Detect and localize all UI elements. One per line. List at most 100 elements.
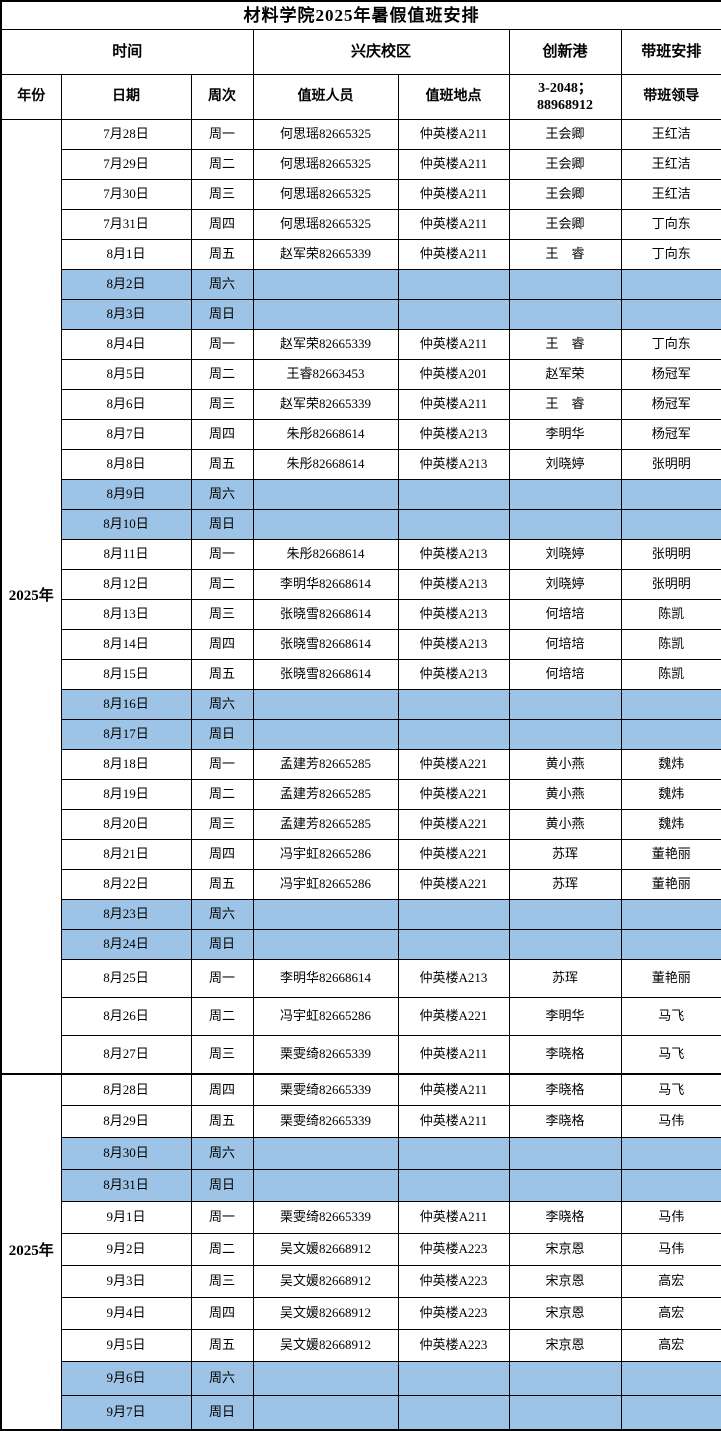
cell-duty-leader: 董艳丽 bbox=[620, 839, 721, 870]
cell-date: 8月2日 bbox=[60, 269, 192, 300]
cell-duty-leader bbox=[620, 929, 721, 960]
cell-week: 周日 bbox=[190, 1395, 254, 1430]
cell-innovation-port: 黄小燕 bbox=[508, 749, 622, 780]
schedule-row: 8月24日 周日 bbox=[1, 929, 721, 960]
cell-duty-person: 张晓雪82668614 bbox=[252, 659, 399, 690]
schedule-row: 8月13日 周三 张晓雪82668614 仲英楼A213 何培培 陈凯 bbox=[1, 599, 721, 630]
schedule-row: 8月8日 周五 朱彤82668614 仲英楼A213 刘晓婷 张明明 bbox=[1, 449, 721, 480]
cell-duty-person: 栗雯绮82665339 bbox=[252, 1072, 399, 1106]
cell-duty-person: 赵军荣82665339 bbox=[252, 329, 399, 360]
cell-date: 8月14日 bbox=[60, 629, 192, 660]
cell-duty-person bbox=[252, 479, 399, 510]
group-header-time: 时间 bbox=[0, 29, 254, 75]
cell-date: 9月5日 bbox=[60, 1329, 192, 1362]
cell-week: 周二 bbox=[190, 359, 254, 390]
cell-date: 8月29日 bbox=[60, 1105, 192, 1138]
cell-innovation-port: 李明华 bbox=[508, 997, 622, 1036]
cell-innovation-port: 何培培 bbox=[508, 629, 622, 660]
schedule-row: 9月5日 周五 吴文媛82668912 仲英楼A223 宋京恩 高宏 bbox=[1, 1329, 721, 1362]
cell-duty-leader: 张明明 bbox=[620, 449, 721, 480]
schedule-row: 8月21日 周四 冯宇虹82665286 仲英楼A221 苏珲 董艳丽 bbox=[1, 839, 721, 870]
cell-duty-location: 仲英楼A211 bbox=[397, 1105, 510, 1138]
cell-duty-person: 孟建芳82665285 bbox=[252, 749, 399, 780]
schedule-section-july-august: 2025年 7月28日 周一 何思瑶82665325 仲英楼A211 王会卿 王红洁 7月29… bbox=[0, 119, 721, 1074]
cell-duty-leader: 张明明 bbox=[620, 539, 721, 570]
cell-date: 8月6日 bbox=[60, 389, 192, 420]
table-header: 材料学院2025年暑假值班安排 时间 兴庆校区 创新港 带班安排 年份 日期 周… bbox=[0, 0, 721, 120]
cell-duty-person: 吴文媛82668912 bbox=[252, 1329, 399, 1362]
cell-date: 7月28日 bbox=[60, 119, 192, 150]
cell-week: 周一 bbox=[190, 749, 254, 780]
cell-week: 周日 bbox=[190, 299, 254, 330]
cell-duty-leader: 高宏 bbox=[620, 1329, 721, 1362]
cell-duty-leader: 杨冠军 bbox=[620, 359, 721, 390]
cell-week: 周三 bbox=[190, 1035, 254, 1074]
schedule-row: 2025年 7月28日 周一 何思瑶82665325 仲英楼A211 王会卿 王红洁 bbox=[0, 119, 721, 1074]
cell-week: 周日 bbox=[190, 1169, 254, 1202]
cell-innovation-port bbox=[508, 929, 622, 960]
cell-date: 8月18日 bbox=[60, 749, 192, 780]
cell-duty-leader: 马伟 bbox=[620, 1233, 721, 1266]
cell-duty-person bbox=[252, 299, 399, 330]
cell-week: 周四 bbox=[190, 1072, 254, 1106]
schedule-row: 8月31日 周日 bbox=[1, 1169, 721, 1202]
cell-date: 9月7日 bbox=[60, 1395, 192, 1430]
cell-week: 周二 bbox=[190, 779, 254, 810]
year-cell: 2025年 bbox=[0, 1072, 62, 1430]
cell-innovation-port bbox=[508, 299, 622, 330]
cell-duty-location bbox=[397, 479, 510, 510]
cell-duty-location: 仲英楼A223 bbox=[397, 1297, 510, 1330]
cell-duty-leader: 王红洁 bbox=[620, 119, 721, 150]
schedule-row: 7月31日 周四 何思瑶82665325 仲英楼A211 王会卿 丁向东 bbox=[1, 209, 721, 240]
cell-week: 周一 bbox=[190, 1201, 254, 1234]
cell-duty-person bbox=[252, 1395, 399, 1430]
cell-duty-location: 仲英楼A213 bbox=[397, 599, 510, 630]
cell-week: 周四 bbox=[190, 209, 254, 240]
cell-duty-leader: 高宏 bbox=[620, 1265, 721, 1298]
cell-date: 9月2日 bbox=[60, 1233, 192, 1266]
cell-duty-location: 仲英楼A213 bbox=[397, 419, 510, 450]
cell-duty-location bbox=[397, 899, 510, 930]
cell-innovation-port bbox=[508, 899, 622, 930]
cell-week: 周六 bbox=[190, 479, 254, 510]
cell-duty-person: 王睿82663453 bbox=[252, 359, 399, 390]
schedule-row: 8月27日 周三 栗雯绮82665339 仲英楼A211 李晓格 马飞 bbox=[1, 1035, 721, 1074]
cell-duty-location: 仲英楼A211 bbox=[397, 1035, 510, 1074]
cell-duty-location: 仲英楼A223 bbox=[397, 1329, 510, 1362]
cell-duty-person: 孟建芳82665285 bbox=[252, 779, 399, 810]
cell-week: 周二 bbox=[190, 569, 254, 600]
cell-innovation-port: 李晓格 bbox=[508, 1072, 622, 1106]
cell-duty-location: 仲英楼A213 bbox=[397, 659, 510, 690]
cell-week: 周三 bbox=[190, 599, 254, 630]
cell-innovation-port: 王会卿 bbox=[508, 149, 622, 180]
cell-innovation-port: 赵军荣 bbox=[508, 359, 622, 390]
cell-week: 周四 bbox=[190, 629, 254, 660]
cell-duty-location bbox=[397, 929, 510, 960]
schedule-row: 8月4日 周一 赵军荣82665339 仲英楼A211 王 睿丁向东 bbox=[1, 329, 721, 360]
cell-duty-location bbox=[397, 1361, 510, 1396]
cell-duty-leader: 马飞 bbox=[620, 1035, 721, 1074]
cell-date: 8月11日 bbox=[60, 539, 192, 570]
cell-date: 8月13日 bbox=[60, 599, 192, 630]
cell-week: 周三 bbox=[190, 1265, 254, 1298]
cell-duty-leader: 董艳丽 bbox=[620, 959, 721, 998]
schedule-row: 7月29日 周二 何思瑶82665325 仲英楼A211 王会卿 王红洁 bbox=[1, 149, 721, 180]
cell-duty-person: 吴文媛82668912 bbox=[252, 1297, 399, 1330]
cell-duty-location: 仲英楼A211 bbox=[397, 239, 510, 270]
cell-duty-leader: 杨冠军 bbox=[620, 419, 721, 450]
cell-duty-person: 朱彤82668614 bbox=[252, 419, 399, 450]
cell-duty-leader bbox=[620, 1169, 721, 1202]
cell-week: 周一 bbox=[190, 959, 254, 998]
cell-date: 8月10日 bbox=[60, 509, 192, 540]
group-header-lead-arrangement: 带班安排 bbox=[620, 29, 721, 75]
cell-duty-person: 何思瑶82665325 bbox=[252, 209, 399, 240]
cell-duty-location bbox=[397, 719, 510, 750]
cell-innovation-port: 刘晓婷 bbox=[508, 539, 622, 570]
schedule-row: 9月2日 周二 吴文媛82668912 仲英楼A223 宋京恩 马伟 bbox=[1, 1233, 721, 1266]
cell-innovation-port: 苏珲 bbox=[508, 959, 622, 998]
schedule-row: 8月23日 周六 bbox=[1, 899, 721, 930]
cell-duty-person bbox=[252, 269, 399, 300]
cell-innovation-port bbox=[508, 1169, 622, 1202]
cell-duty-person bbox=[252, 899, 399, 930]
cell-innovation-port: 宋京恩 bbox=[508, 1297, 622, 1330]
